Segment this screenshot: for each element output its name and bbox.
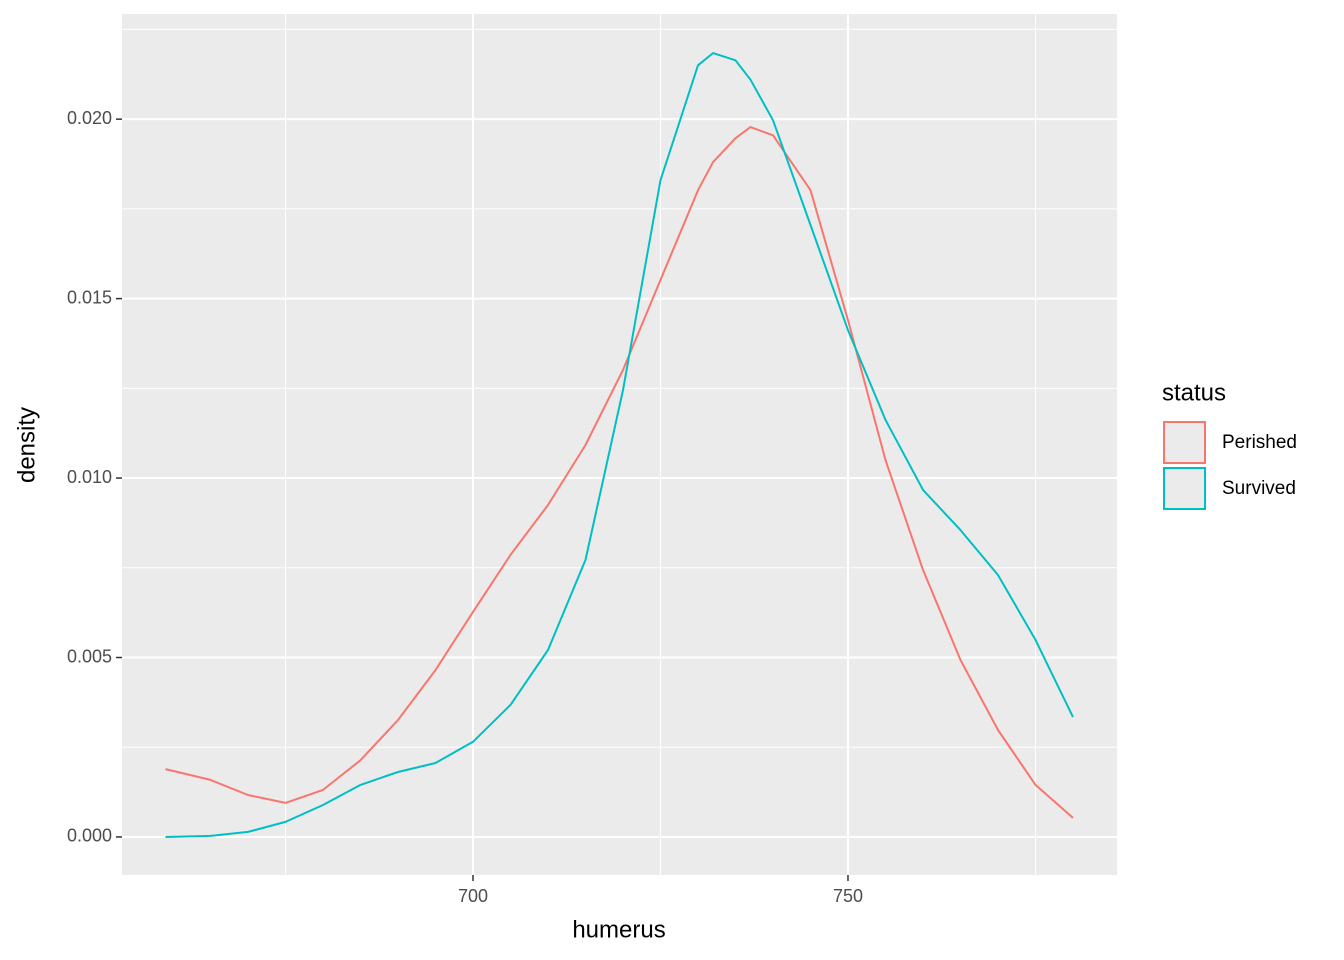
panel — [122, 14, 1117, 875]
density-line — [165, 126, 1074, 819]
x-tick-label: 700 — [458, 886, 488, 906]
x-tick-label: 750 — [833, 886, 863, 906]
legend-label: Perished — [1222, 432, 1297, 453]
density-line — [165, 52, 1074, 838]
legend-label: Survived — [1222, 478, 1296, 499]
y-axis-label: density — [13, 407, 40, 483]
legend-key — [1163, 421, 1206, 464]
y-tick-label: 0.005 — [67, 646, 112, 666]
y-tick-label: 0.015 — [67, 287, 112, 307]
y-tick-label: 0.020 — [67, 108, 112, 128]
y-tick-label: 0.010 — [67, 467, 112, 487]
x-axis-label: humerus — [572, 916, 665, 943]
legend-key — [1163, 467, 1206, 510]
y-tick-label: 0.000 — [67, 826, 112, 846]
legend-title: status — [1162, 379, 1226, 406]
